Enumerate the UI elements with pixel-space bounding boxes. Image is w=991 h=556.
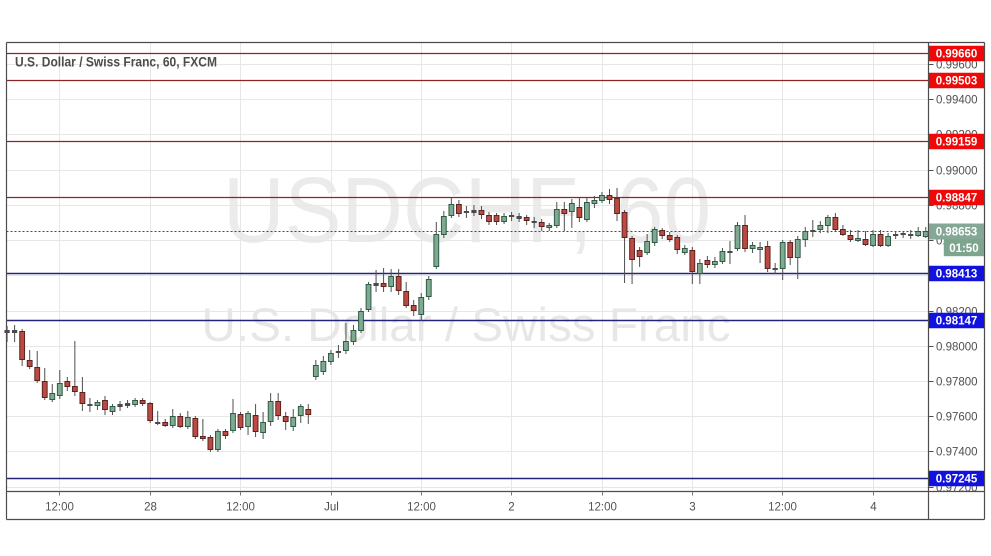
svg-text:0.99400: 0.99400 xyxy=(936,95,978,107)
svg-text:3: 3 xyxy=(689,502,695,514)
svg-text:Jul: Jul xyxy=(324,502,339,514)
svg-text:0.98147: 0.98147 xyxy=(936,316,978,328)
svg-text:0.99600: 0.99600 xyxy=(936,60,978,72)
svg-text:12:00: 12:00 xyxy=(226,502,255,514)
svg-text:0.99503: 0.99503 xyxy=(936,76,978,88)
svg-text:0.97245: 0.97245 xyxy=(936,474,978,486)
svg-text:0.98847: 0.98847 xyxy=(936,193,978,205)
svg-text:0.97600: 0.97600 xyxy=(936,412,978,424)
svg-text:U.S. Dollar / Swiss Franc, 60,: U.S. Dollar / Swiss Franc, 60, FXCM xyxy=(15,55,217,70)
svg-text:0.97800: 0.97800 xyxy=(936,377,978,389)
svg-text:USDCHF, 60: USDCHF, 60 xyxy=(223,158,711,262)
svg-text:0.99159: 0.99159 xyxy=(936,137,978,149)
svg-text:4: 4 xyxy=(870,502,877,514)
svg-text:01:50: 01:50 xyxy=(949,243,978,255)
svg-text:0.97400: 0.97400 xyxy=(936,447,978,459)
svg-text:2: 2 xyxy=(508,502,514,514)
svg-text:0.98653: 0.98653 xyxy=(936,227,978,239)
svg-text:0.99660: 0.99660 xyxy=(936,49,978,61)
svg-text:12:00: 12:00 xyxy=(407,502,436,514)
svg-text:12:00: 12:00 xyxy=(768,502,797,514)
svg-text:0.98413: 0.98413 xyxy=(936,269,978,281)
svg-text:12:00: 12:00 xyxy=(588,502,617,514)
svg-text:0.99000: 0.99000 xyxy=(936,166,978,178)
svg-text:28: 28 xyxy=(144,502,157,514)
svg-text:U.S. Dollar / Swiss Franc: U.S. Dollar / Swiss Franc xyxy=(202,298,731,351)
svg-text:0.98000: 0.98000 xyxy=(936,342,978,354)
svg-text:12:00: 12:00 xyxy=(45,502,74,514)
